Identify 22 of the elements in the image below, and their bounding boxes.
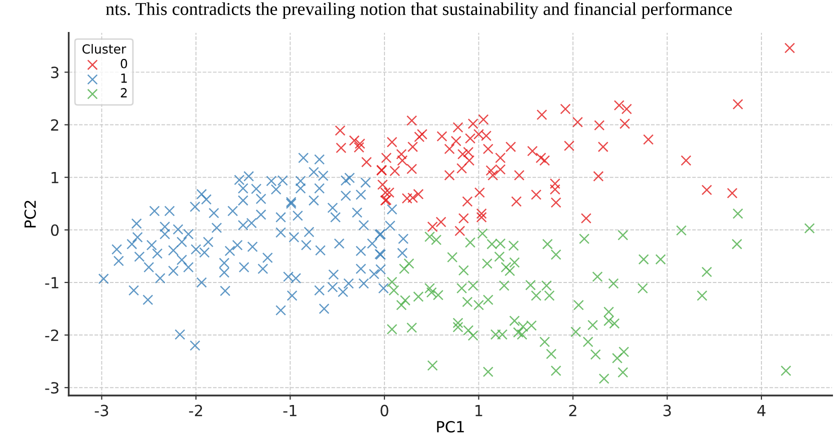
x-axis-title: PC1	[437, 420, 464, 433]
x-tick-label: -3	[94, 404, 108, 416]
legend-title: Cluster	[82, 44, 126, 54]
text: nts. This contradicts the prevailing notion that sustainability and financial performance	[106, 2, 732, 19]
y-tick-label: 2	[51, 119, 58, 131]
x-tick-label: 2	[569, 404, 576, 416]
legend-label: 2	[120, 88, 127, 98]
y-tick-label: 0	[50, 224, 59, 236]
legend-label: 0	[120, 58, 128, 68]
y-axis-title: PC2	[24, 200, 36, 228]
x-tick-label: -1	[283, 404, 296, 416]
y-tick-label: -2	[45, 330, 58, 341]
y-tick-label: -3	[45, 382, 58, 394]
x-tick-label: 3	[664, 404, 671, 416]
y-tick-label: 3	[51, 66, 58, 78]
y-tick-label: 1	[52, 172, 58, 184]
x-tick-label: 4	[757, 404, 766, 416]
x-tick-label: 1	[476, 404, 482, 416]
y-tick-label: -1	[45, 277, 58, 288]
legend-label: 1	[121, 74, 127, 83]
x-tick-label: -2	[189, 404, 202, 416]
x-tick-label: 0	[380, 404, 388, 416]
